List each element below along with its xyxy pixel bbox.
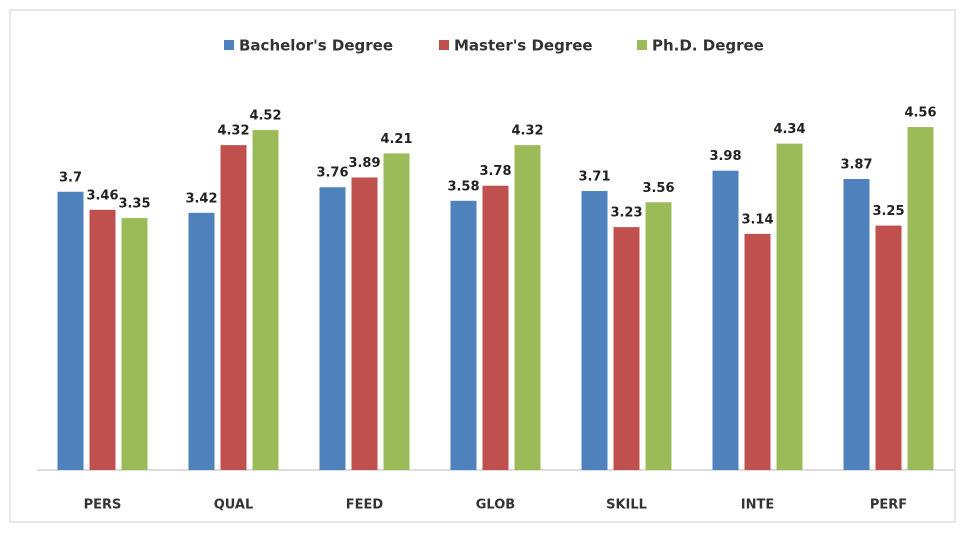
legend-label: Bachelor's Degree: [239, 37, 393, 55]
data-label: 4.56: [904, 106, 936, 121]
bar: [875, 225, 902, 470]
x-tick-label: PERF: [870, 498, 907, 513]
bar: [450, 200, 477, 470]
bar: [514, 145, 541, 471]
x-tick-label: PERS: [84, 498, 122, 513]
bar: [351, 177, 378, 471]
legend-label: Ph.D. Degree: [652, 37, 764, 55]
bar: [907, 127, 934, 470]
data-label: 4.32: [217, 124, 249, 139]
data-label: 3.56: [642, 181, 674, 196]
bar: [121, 218, 148, 470]
bar: [319, 187, 346, 471]
data-label: 3.14: [741, 212, 773, 227]
bar: [581, 191, 608, 470]
bar: [712, 170, 739, 471]
x-tick-label: INTE: [741, 498, 774, 513]
data-label: 3.46: [86, 188, 118, 203]
data-label: 3.98: [709, 149, 741, 164]
data-label: 4.32: [511, 124, 543, 139]
data-label: 4.52: [249, 109, 281, 124]
x-tick-label: GLOB: [476, 498, 515, 513]
bar: [383, 153, 410, 470]
data-label: 3.89: [348, 156, 380, 171]
bar: [744, 233, 771, 470]
legend-swatch: [439, 40, 449, 50]
data-label: 3.76: [316, 166, 348, 181]
legend-swatch: [224, 40, 234, 50]
data-label: 3.7: [59, 170, 82, 185]
bar: [776, 143, 803, 470]
data-label: 3.71: [578, 170, 610, 185]
bar: [252, 130, 279, 470]
bar: [220, 145, 247, 471]
bar: [57, 191, 84, 470]
bar: [613, 227, 640, 470]
data-label: 4.34: [773, 122, 805, 137]
data-label: 3.25: [872, 204, 904, 219]
x-tick-label: QUAL: [214, 498, 254, 513]
bar: [188, 212, 215, 471]
bar: [645, 202, 672, 470]
x-tick-label: SKILL: [606, 498, 647, 513]
bar: [89, 209, 116, 471]
data-label: 3.23: [610, 206, 642, 221]
data-label: 3.42: [185, 191, 217, 206]
data-label: 3.78: [479, 164, 511, 179]
legend-swatch: [637, 40, 647, 50]
data-label: 3.58: [447, 179, 479, 194]
bar: [843, 178, 870, 470]
legend-label: Master's Degree: [454, 37, 593, 55]
bar: [482, 185, 509, 470]
data-label: 3.35: [118, 197, 150, 212]
data-label: 4.21: [380, 132, 412, 147]
data-label: 3.87: [840, 157, 872, 172]
x-tick-label: FEED: [346, 498, 384, 513]
